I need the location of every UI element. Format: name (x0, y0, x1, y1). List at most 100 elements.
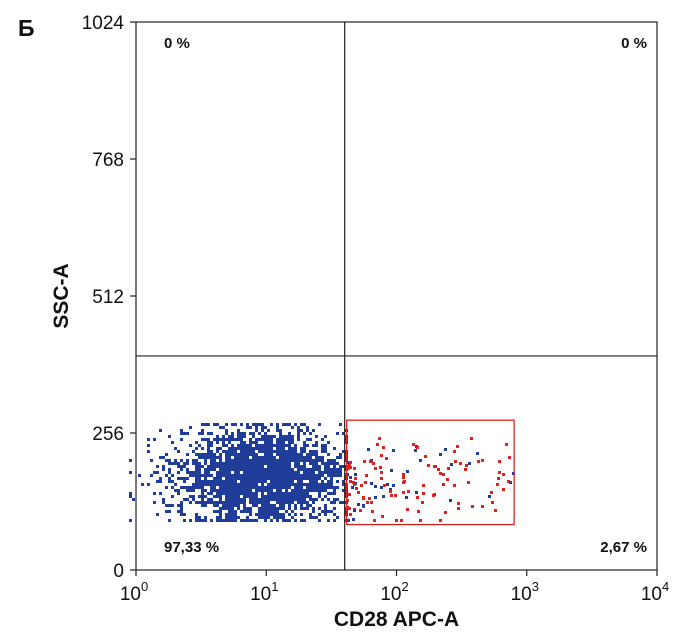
event-dot-negative (216, 480, 219, 483)
event-dot-negative (186, 486, 189, 489)
event-dot-negative (201, 486, 204, 489)
event-dot-negative (270, 456, 273, 459)
event-dot-negative (300, 474, 303, 477)
event-dot-negative (234, 438, 237, 441)
event-dot-positive (376, 443, 379, 446)
event-dot-negative (249, 465, 252, 468)
event-dot-negative (315, 486, 318, 489)
event-dot-negative (210, 444, 213, 447)
event-dot-negative (321, 438, 324, 441)
event-dot-negative (309, 450, 312, 453)
event-dot-negative (342, 483, 345, 486)
event-dot-negative (219, 501, 222, 504)
event-dot-negative (219, 474, 222, 477)
event-dot-negative (282, 459, 285, 462)
event-dot-negative (291, 426, 294, 429)
event-dot-negative (273, 483, 276, 486)
event-dot-negative (180, 513, 183, 516)
event-dot-negative (246, 471, 249, 474)
event-dot-negative (306, 426, 309, 429)
event-dot-negative (309, 456, 312, 459)
event-dot-negative (267, 441, 270, 444)
event-dot-negative (246, 465, 249, 468)
event-dot-negative (237, 504, 240, 507)
event-dot-negative (234, 510, 237, 513)
event-dot-negative (330, 459, 333, 462)
event-dot-negative (270, 519, 273, 522)
event-dot-positive (402, 481, 405, 484)
event-dot-positive (346, 461, 349, 464)
event-dot-negative (246, 480, 249, 483)
event-dot-negative (171, 504, 174, 507)
event-dot-negative (213, 477, 216, 480)
event-dot-negative (228, 501, 231, 504)
event-dot-positive (382, 446, 385, 449)
event-dot-negative (297, 471, 300, 474)
event-dot-negative (177, 465, 180, 468)
event-dot-negative (276, 423, 279, 426)
event-dot-negative (291, 471, 294, 474)
event-dot-positive (346, 473, 349, 476)
event-dot-negative (174, 462, 177, 465)
event-dot-negative (264, 516, 267, 519)
event-dot-negative (324, 489, 327, 492)
event-dot-negative (240, 447, 243, 450)
event-dot-negative (276, 444, 279, 447)
event-dot-negative (297, 480, 300, 483)
event-dot-negative (240, 465, 243, 468)
event-dot-negative (213, 489, 216, 492)
event-dot-negative (258, 468, 261, 471)
event-dot-negative (171, 480, 174, 483)
event-dot-negative (258, 471, 261, 474)
event-dot-negative (288, 507, 291, 510)
event-dot-negative (216, 447, 219, 450)
event-dot-negative (129, 519, 132, 522)
event-dot-negative (267, 486, 270, 489)
event-dot-negative (282, 495, 285, 498)
event-dot-positive (381, 515, 384, 518)
event-dot-negative (300, 492, 303, 495)
event-dot-negative (279, 441, 282, 444)
event-dot-negative (315, 435, 318, 438)
event-dot-negative (315, 483, 318, 486)
event-dot-negative (237, 498, 240, 501)
event-dot-negative (282, 447, 285, 450)
event-dot-negative (285, 453, 288, 456)
event-dot-negative (252, 495, 255, 498)
event-dot-negative (180, 507, 183, 510)
x-tick-label: 100 (120, 579, 148, 605)
event-dot-negative (258, 459, 261, 462)
event-dot-positive (357, 491, 360, 494)
event-dot-negative (231, 459, 234, 462)
event-dot-negative (201, 465, 204, 468)
event-dot-negative (204, 519, 207, 522)
event-dot-negative (159, 429, 162, 432)
event-dot-positive (464, 468, 467, 471)
event-dot-negative (267, 498, 270, 501)
event-dot-negative (204, 516, 207, 519)
event-dot-negative (243, 459, 246, 462)
event-dot-negative (285, 492, 288, 495)
event-dot-negative (234, 423, 237, 426)
event-dot-negative (270, 450, 273, 453)
event-dot-negative (303, 465, 306, 468)
event-dot-negative (288, 498, 291, 501)
event-dot-negative (321, 447, 324, 450)
event-dot-negative (270, 489, 273, 492)
event-dot-negative (294, 519, 297, 522)
event-dot-negative (201, 438, 204, 441)
event-dot-negative (327, 459, 330, 462)
event-dot-negative (204, 489, 207, 492)
event-dot-negative (315, 453, 318, 456)
event-dot-negative (276, 459, 279, 462)
event-dot-negative (276, 462, 279, 465)
event-dot-negative (312, 471, 315, 474)
event-dot-negative (330, 462, 333, 465)
event-dot-negative (267, 501, 270, 504)
event-dot-negative (276, 465, 279, 468)
event-dot-negative (195, 519, 198, 522)
event-dot-negative (279, 498, 282, 501)
event-dot-negative (279, 477, 282, 480)
event-dot-negative (237, 438, 240, 441)
event-dot-negative (216, 465, 219, 468)
